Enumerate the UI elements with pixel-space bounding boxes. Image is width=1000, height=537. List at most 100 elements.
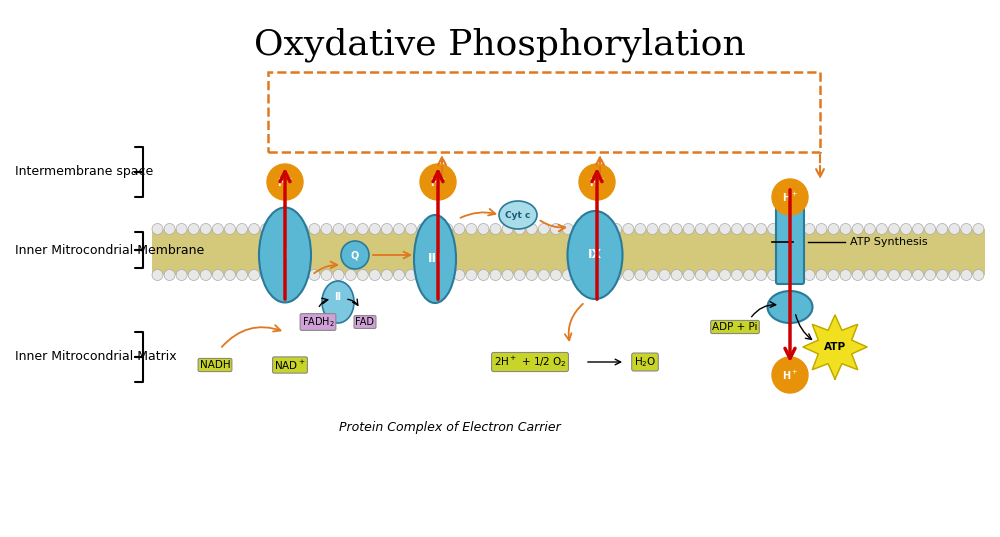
Text: H$^+$: H$^+$ [430,176,446,188]
Circle shape [925,270,936,280]
Text: ATP Synthesis: ATP Synthesis [850,237,928,247]
Circle shape [285,270,296,280]
Circle shape [864,270,875,280]
Text: H$^+$: H$^+$ [277,176,293,188]
Circle shape [430,223,441,235]
Circle shape [611,223,622,235]
Circle shape [647,270,658,280]
Circle shape [876,223,887,235]
Circle shape [321,223,332,235]
Circle shape [973,223,984,235]
Circle shape [249,270,260,280]
Text: FADH$_2$: FADH$_2$ [302,315,334,329]
Circle shape [406,223,417,235]
Circle shape [876,270,887,280]
Circle shape [333,223,344,235]
Text: NAD$^+$: NAD$^+$ [274,359,306,372]
Ellipse shape [768,291,812,323]
Circle shape [212,223,223,235]
Circle shape [575,223,586,235]
Circle shape [212,270,223,280]
Circle shape [309,223,320,235]
Text: 2H$^+$ + 1/2 O$_2$: 2H$^+$ + 1/2 O$_2$ [494,354,566,369]
Circle shape [188,270,199,280]
Circle shape [562,270,573,280]
Circle shape [381,270,392,280]
Circle shape [345,270,356,280]
Circle shape [333,270,344,280]
FancyBboxPatch shape [152,252,985,275]
Circle shape [599,223,610,235]
Circle shape [514,270,525,280]
Circle shape [418,223,429,235]
Circle shape [647,223,658,235]
Circle shape [249,223,260,235]
Circle shape [744,223,755,235]
Ellipse shape [414,215,456,303]
Text: FAD: FAD [356,317,374,327]
FancyBboxPatch shape [152,229,985,252]
Text: Q: Q [351,250,359,260]
Circle shape [490,270,501,280]
Circle shape [261,270,272,280]
Circle shape [804,223,815,235]
Circle shape [200,270,211,280]
Circle shape [611,270,622,280]
Circle shape [683,223,694,235]
Circle shape [321,270,332,280]
Circle shape [973,270,984,280]
Circle shape [261,223,272,235]
Circle shape [623,223,634,235]
Circle shape [949,223,960,235]
Circle shape [176,223,187,235]
Circle shape [719,270,730,280]
Circle shape [297,223,308,235]
Circle shape [768,223,779,235]
Circle shape [659,223,670,235]
Circle shape [707,270,718,280]
Circle shape [442,223,453,235]
Circle shape [442,270,453,280]
Text: H$^+$: H$^+$ [589,176,605,188]
Text: ATP: ATP [824,342,846,352]
Circle shape [587,223,598,235]
Circle shape [562,223,573,235]
Circle shape [309,270,320,280]
Circle shape [780,223,791,235]
Circle shape [514,223,525,235]
Circle shape [176,270,187,280]
Text: H$^+$: H$^+$ [782,191,798,204]
Circle shape [237,270,248,280]
Circle shape [744,270,755,280]
Circle shape [623,270,634,280]
Circle shape [550,223,561,235]
Circle shape [913,223,924,235]
Circle shape [937,223,948,235]
Circle shape [152,270,163,280]
Circle shape [828,223,839,235]
Circle shape [538,223,549,235]
Circle shape [635,270,646,280]
Circle shape [792,270,803,280]
Ellipse shape [499,201,537,229]
Circle shape [369,270,380,280]
Circle shape [695,223,706,235]
Text: Inner Mitrocondrial Membrane: Inner Mitrocondrial Membrane [15,243,204,257]
Circle shape [816,223,827,235]
Circle shape [538,270,549,280]
Circle shape [731,270,742,280]
Ellipse shape [322,281,354,323]
Circle shape [937,270,948,280]
Circle shape [804,270,815,280]
FancyBboxPatch shape [776,198,804,284]
Circle shape [381,223,392,235]
Circle shape [526,223,537,235]
Circle shape [579,164,615,200]
Circle shape [550,270,561,280]
Text: NADH: NADH [200,360,230,370]
Ellipse shape [568,211,622,299]
Circle shape [420,164,456,200]
Circle shape [888,223,899,235]
Circle shape [635,223,646,235]
Circle shape [659,270,670,280]
